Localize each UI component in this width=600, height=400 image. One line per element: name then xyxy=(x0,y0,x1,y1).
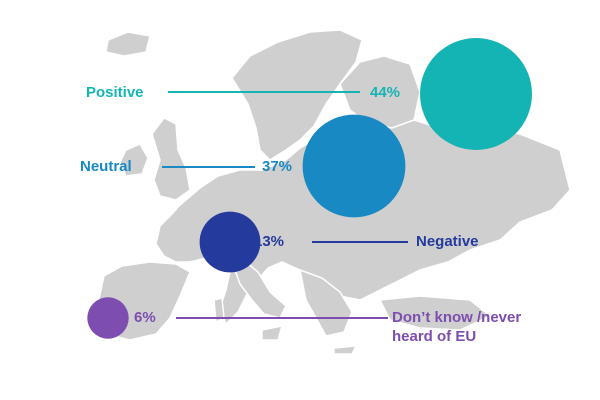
scandinavia-shape xyxy=(231,29,363,161)
britain-shape xyxy=(151,117,191,201)
dont-know-bubble xyxy=(87,297,129,339)
negative-bubble xyxy=(199,211,261,273)
ireland-shape xyxy=(119,143,149,177)
dont-know-label-line2: heard of EU xyxy=(392,328,477,345)
neutral-label: Neutral xyxy=(80,158,132,175)
positive-bubble xyxy=(420,38,532,150)
dont-know-label-line1: Don’t know /never xyxy=(392,309,522,326)
iceland-shape xyxy=(105,31,151,57)
europe-map-background xyxy=(95,29,571,355)
neutral-value-label: 37% xyxy=(262,158,293,175)
positive-label: Positive xyxy=(86,84,144,101)
crete-shape xyxy=(333,345,358,355)
negative-label: Negative xyxy=(416,233,479,250)
sicily-shape xyxy=(261,325,284,341)
balkans-shape xyxy=(299,268,353,337)
turkey-shape xyxy=(378,295,492,331)
positive-value-label: 44% xyxy=(370,84,401,101)
negative-value-label: 13% xyxy=(254,233,285,250)
italy-shape xyxy=(230,261,287,319)
neutral-bubble xyxy=(302,114,406,218)
dont-know-value-label: 6% xyxy=(134,309,156,326)
